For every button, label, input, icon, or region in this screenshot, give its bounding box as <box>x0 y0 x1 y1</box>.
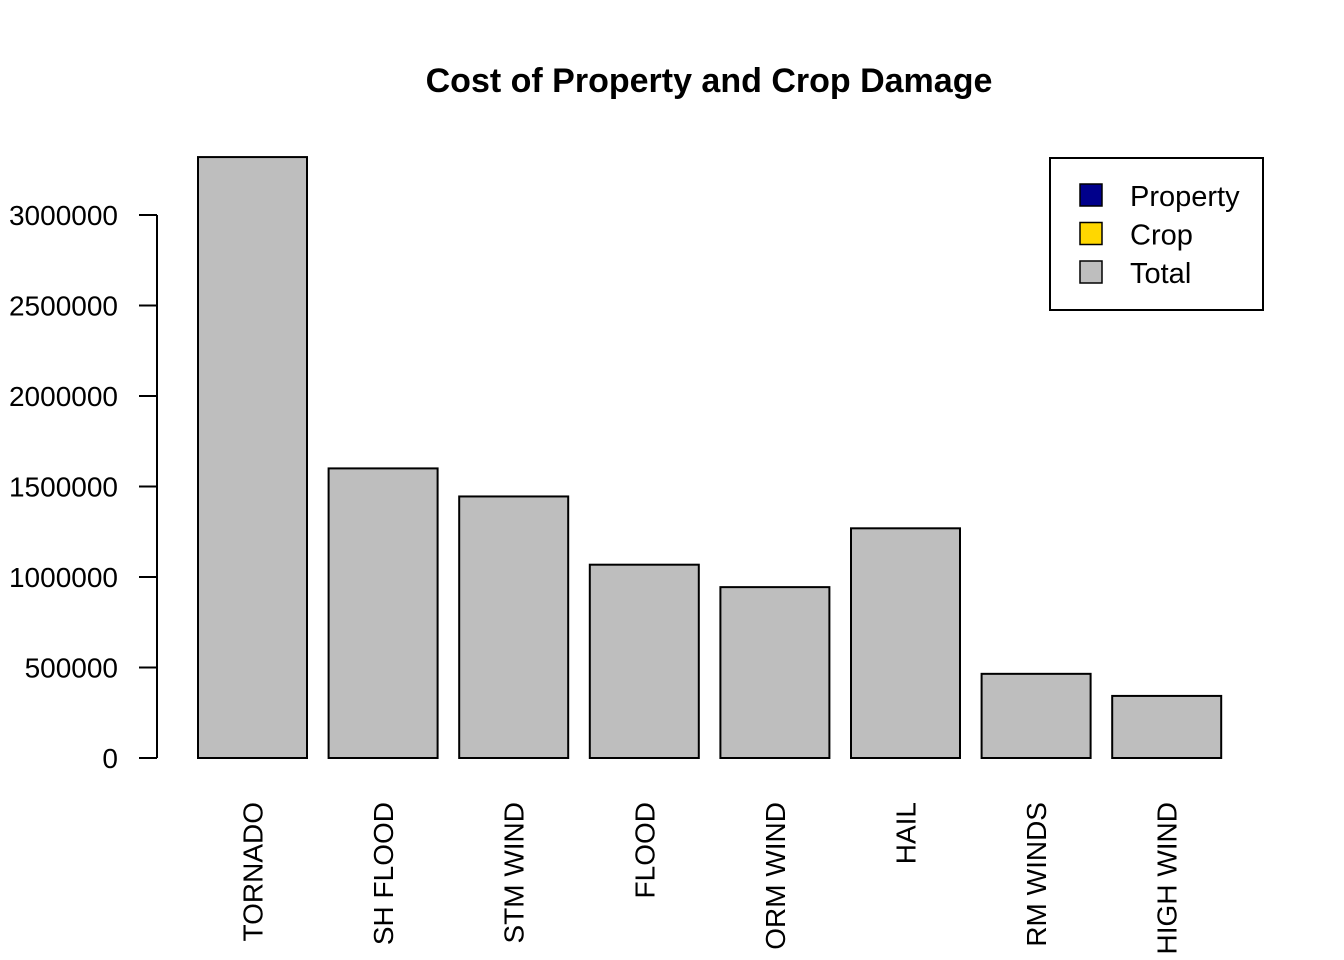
bar-rm-winds <box>980 672 1092 760</box>
legend-label-property: Property <box>1130 181 1240 213</box>
x-axis-labels: TORNADO SH FLOOD STM WIND FLOOD ORM WIND HAIL… <box>238 802 1183 954</box>
y-tick-label: 0 <box>102 743 118 774</box>
x-category-label: RM WINDS <box>1021 802 1052 947</box>
y-tick-label: 1500000 <box>9 472 118 503</box>
x-category-label: TORNADO <box>238 802 269 942</box>
x-category-label: ORM WIND <box>760 802 791 950</box>
bar-hail <box>850 527 961 759</box>
bar-flood <box>588 563 700 760</box>
x-category-label: SH FLOOD <box>368 802 399 945</box>
y-tick-label: 500000 <box>25 653 118 684</box>
bars <box>197 156 1223 760</box>
legend-swatch-crop <box>1079 221 1103 246</box>
legend: Property Crop Total <box>1049 157 1264 311</box>
x-category-label: HIGH WIND <box>1152 802 1183 954</box>
x-category-label: FLOOD <box>629 802 660 898</box>
bar-stm-wind <box>458 495 570 759</box>
chart-title: Cost of Property and Crop Damage <box>426 62 993 100</box>
legend-swatch-property <box>1079 183 1103 207</box>
legend-label-crop: Crop <box>1130 220 1193 252</box>
bar-orm-wind <box>719 586 831 759</box>
x-category-label: HAIL <box>891 802 922 864</box>
y-tick-label: 2500000 <box>9 291 118 322</box>
y-tick-label: 2000000 <box>9 381 118 412</box>
bar-tornado <box>197 156 308 759</box>
y-axis: 0 500000 1000000 1500000 2000000 2500000 30000… <box>9 200 158 774</box>
bar-high-wind <box>1111 694 1223 759</box>
legend-label-total: Total <box>1130 258 1191 290</box>
bar-sh-flood <box>327 467 439 759</box>
legend-swatch-total <box>1079 260 1103 284</box>
x-category-label: STM WIND <box>499 802 530 944</box>
y-tick-label: 1000000 <box>9 562 118 593</box>
y-tick-label: 3000000 <box>9 200 118 231</box>
